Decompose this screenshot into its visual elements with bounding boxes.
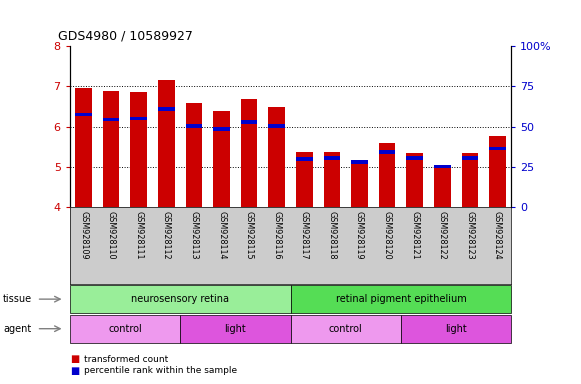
Bar [180, 315, 290, 343]
Bar [290, 285, 511, 313]
Bar [186, 103, 202, 207]
Text: agent: agent [3, 324, 31, 334]
Text: GSM928122: GSM928122 [438, 211, 447, 260]
Bar [70, 315, 180, 343]
Bar [186, 124, 202, 128]
Text: GSM928119: GSM928119 [355, 211, 364, 260]
Bar [268, 124, 285, 128]
Text: GSM928112: GSM928112 [162, 211, 171, 260]
Text: GSM928111: GSM928111 [134, 211, 143, 260]
Text: ■: ■ [70, 366, 79, 376]
Text: GSM928109: GSM928109 [79, 211, 88, 260]
Bar [158, 80, 175, 207]
Bar [296, 157, 313, 161]
Bar [241, 99, 257, 207]
Bar [213, 127, 230, 131]
Bar [158, 107, 175, 111]
Text: GDS4980 / 10589927: GDS4980 / 10589927 [58, 29, 193, 42]
Text: GSM928116: GSM928116 [272, 211, 281, 260]
Text: GSM928114: GSM928114 [217, 211, 226, 260]
Text: GSM928117: GSM928117 [300, 211, 309, 260]
Text: GSM928124: GSM928124 [493, 211, 502, 260]
Bar [213, 111, 230, 207]
Text: control: control [329, 324, 363, 334]
Text: retinal pigment epithelium: retinal pigment epithelium [335, 294, 467, 304]
Bar [352, 160, 368, 207]
Text: GSM928123: GSM928123 [465, 211, 474, 260]
Bar [70, 285, 290, 313]
Bar [462, 153, 478, 207]
Bar [407, 153, 423, 207]
Text: GSM928121: GSM928121 [410, 211, 419, 260]
Bar [352, 161, 368, 164]
Bar [324, 156, 340, 160]
Text: GSM928115: GSM928115 [245, 211, 253, 260]
Text: GSM928120: GSM928120 [383, 211, 392, 260]
Bar [434, 167, 451, 207]
Text: neurosensory retina: neurosensory retina [131, 294, 229, 304]
Bar [241, 120, 257, 124]
Bar [131, 92, 147, 207]
Text: GSM928118: GSM928118 [328, 211, 336, 260]
Bar [379, 143, 395, 207]
Bar [268, 108, 285, 207]
Text: transformed count: transformed count [84, 354, 168, 364]
Bar [324, 152, 340, 207]
Text: GSM928113: GSM928113 [189, 211, 198, 260]
Text: ■: ■ [70, 354, 79, 364]
Bar [462, 156, 478, 160]
Bar [76, 113, 92, 116]
Text: tissue: tissue [3, 294, 32, 304]
Bar [407, 156, 423, 160]
Text: GSM928110: GSM928110 [107, 211, 116, 260]
Bar [103, 118, 120, 121]
Bar [379, 150, 395, 154]
Bar [131, 117, 147, 121]
Bar [103, 91, 120, 207]
Text: control: control [108, 324, 142, 334]
Bar [489, 147, 505, 150]
Bar [290, 315, 401, 343]
Text: percentile rank within the sample: percentile rank within the sample [84, 366, 238, 375]
Bar [296, 152, 313, 207]
Bar [401, 315, 511, 343]
Text: light: light [445, 324, 467, 334]
Text: light: light [224, 324, 246, 334]
Bar [76, 88, 92, 207]
Bar [489, 136, 505, 207]
Bar [434, 165, 451, 169]
